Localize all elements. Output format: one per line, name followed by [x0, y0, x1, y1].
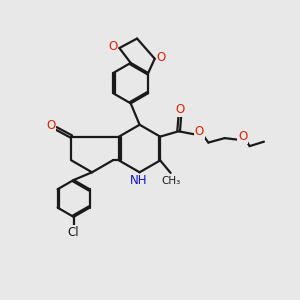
Text: Cl: Cl [68, 226, 80, 239]
Text: O: O [46, 119, 55, 132]
Text: O: O [108, 40, 118, 53]
Text: CH₃: CH₃ [161, 176, 180, 186]
Text: O: O [238, 130, 247, 143]
Text: NH: NH [130, 174, 147, 187]
Text: O: O [157, 51, 166, 64]
Text: O: O [195, 125, 204, 138]
Text: O: O [175, 103, 184, 116]
